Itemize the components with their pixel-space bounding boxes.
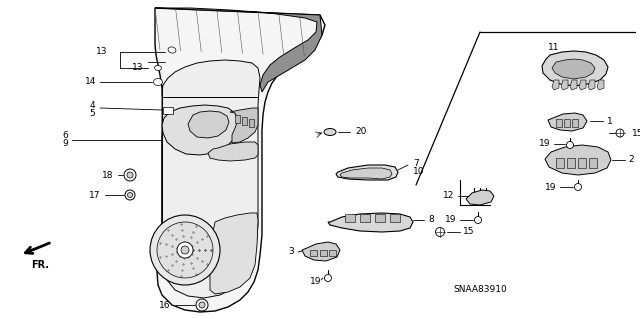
Text: 8: 8 bbox=[428, 216, 434, 225]
Circle shape bbox=[199, 302, 205, 308]
Bar bbox=[310, 250, 317, 256]
Text: 12: 12 bbox=[443, 191, 454, 201]
Circle shape bbox=[474, 217, 481, 224]
Polygon shape bbox=[155, 8, 325, 312]
Bar bbox=[556, 158, 564, 168]
Text: 5: 5 bbox=[89, 108, 95, 117]
Bar bbox=[320, 250, 327, 256]
Circle shape bbox=[157, 222, 213, 278]
Polygon shape bbox=[336, 165, 398, 180]
Text: SNAA83910: SNAA83910 bbox=[453, 286, 507, 294]
Text: 1: 1 bbox=[607, 116, 612, 125]
Circle shape bbox=[324, 275, 332, 281]
Circle shape bbox=[616, 129, 624, 137]
Polygon shape bbox=[235, 115, 240, 123]
Text: 13: 13 bbox=[131, 63, 143, 72]
Polygon shape bbox=[552, 80, 559, 90]
Text: 9: 9 bbox=[62, 139, 68, 149]
Bar bbox=[390, 214, 400, 222]
Ellipse shape bbox=[324, 129, 336, 136]
Text: 11: 11 bbox=[548, 43, 559, 53]
Polygon shape bbox=[210, 213, 258, 294]
Bar bbox=[589, 158, 597, 168]
Text: 14: 14 bbox=[84, 78, 96, 86]
Text: 10: 10 bbox=[413, 167, 424, 175]
Circle shape bbox=[125, 190, 135, 200]
Circle shape bbox=[181, 246, 189, 254]
Text: 6: 6 bbox=[62, 131, 68, 140]
Bar bbox=[572, 119, 578, 127]
Text: 19: 19 bbox=[310, 278, 321, 286]
Polygon shape bbox=[552, 59, 595, 79]
Circle shape bbox=[196, 299, 208, 311]
Polygon shape bbox=[155, 8, 322, 92]
Circle shape bbox=[177, 242, 193, 258]
Text: 4: 4 bbox=[90, 100, 95, 109]
Text: 3: 3 bbox=[288, 248, 294, 256]
Circle shape bbox=[150, 215, 220, 285]
Polygon shape bbox=[579, 80, 586, 90]
Bar bbox=[567, 158, 575, 168]
Circle shape bbox=[124, 169, 136, 181]
Bar bbox=[578, 158, 586, 168]
Polygon shape bbox=[548, 113, 587, 131]
Text: 7: 7 bbox=[413, 159, 419, 167]
Polygon shape bbox=[597, 80, 604, 90]
Bar bbox=[345, 214, 355, 222]
Text: 2: 2 bbox=[628, 155, 634, 165]
Text: 18: 18 bbox=[102, 170, 113, 180]
Polygon shape bbox=[588, 80, 595, 90]
Text: 19: 19 bbox=[538, 139, 550, 149]
Polygon shape bbox=[542, 51, 608, 86]
Circle shape bbox=[435, 227, 445, 236]
Polygon shape bbox=[162, 105, 238, 155]
Circle shape bbox=[127, 172, 133, 178]
Text: 20: 20 bbox=[355, 128, 366, 137]
Text: 19: 19 bbox=[545, 182, 556, 191]
Text: 15: 15 bbox=[463, 227, 474, 236]
Polygon shape bbox=[208, 142, 258, 161]
Circle shape bbox=[575, 183, 582, 190]
Bar bbox=[375, 214, 385, 222]
Text: 19: 19 bbox=[445, 216, 456, 225]
Polygon shape bbox=[328, 213, 413, 232]
Text: 15: 15 bbox=[632, 129, 640, 137]
Polygon shape bbox=[230, 108, 258, 143]
Text: 13: 13 bbox=[95, 48, 107, 56]
Circle shape bbox=[127, 192, 132, 197]
Ellipse shape bbox=[154, 78, 163, 85]
Ellipse shape bbox=[168, 47, 176, 53]
Bar bbox=[163, 107, 173, 114]
Bar bbox=[556, 119, 562, 127]
Polygon shape bbox=[242, 117, 247, 125]
Polygon shape bbox=[545, 145, 611, 175]
Polygon shape bbox=[188, 111, 229, 138]
Text: 16: 16 bbox=[159, 300, 170, 309]
Bar bbox=[329, 250, 336, 256]
Polygon shape bbox=[561, 80, 568, 90]
Polygon shape bbox=[570, 80, 577, 90]
Polygon shape bbox=[302, 242, 340, 261]
Ellipse shape bbox=[154, 65, 161, 70]
Text: FR.: FR. bbox=[31, 260, 49, 270]
Polygon shape bbox=[466, 190, 494, 205]
Polygon shape bbox=[340, 168, 392, 179]
Polygon shape bbox=[162, 60, 260, 298]
Bar bbox=[360, 214, 370, 222]
Circle shape bbox=[566, 142, 573, 149]
Bar bbox=[564, 119, 570, 127]
Text: 17: 17 bbox=[88, 190, 100, 199]
Polygon shape bbox=[249, 119, 254, 127]
